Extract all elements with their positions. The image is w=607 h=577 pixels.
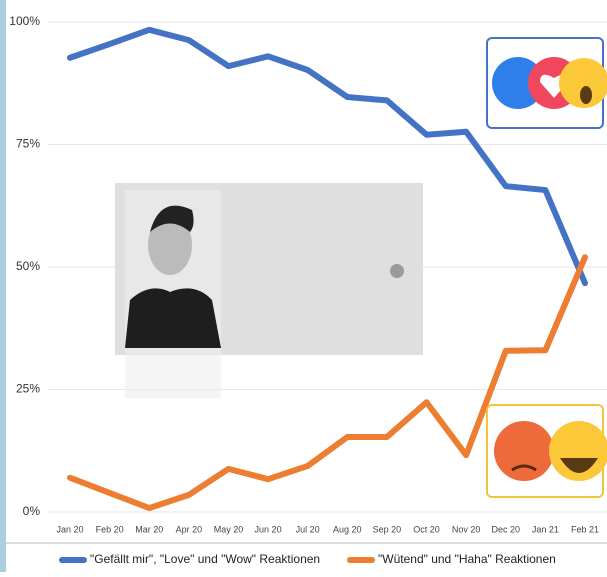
page: 0% 25% 50% 75% 100% Jan 20 Feb 20 Mar 20 Apr 20 M… [0, 0, 607, 577]
legend: "Gefällt mir", "Love" und "Wow" Reaktion… [62, 552, 556, 566]
x-tick-label: Sep 20 [373, 524, 402, 534]
x-tick-label: Jul 20 [296, 524, 320, 534]
legend-label: "Gefällt mir", "Love" und "Wow" Reaktion… [90, 552, 320, 566]
y-tick-label: 75% [16, 137, 40, 151]
x-tick-label: Aug 20 [333, 524, 362, 534]
verified-badge [390, 264, 404, 278]
legend-label: "Wütend" und "Haha" Reaktionen [378, 552, 556, 566]
x-tick-label: Nov 20 [452, 524, 481, 534]
photo-suit [125, 288, 221, 348]
chart: 0% 25% 50% 75% 100% Jan 20 Feb 20 Mar 20 Apr 20 M… [0, 0, 607, 572]
wow-mouth [580, 86, 592, 104]
y-tick-label: 50% [16, 259, 40, 273]
x-tick-label: Apr 20 [176, 524, 203, 534]
x-tick-label: Dec 20 [492, 524, 521, 534]
y-tick-label: 0% [23, 504, 41, 518]
x-tick-label: Oct 20 [413, 524, 440, 534]
y-tick-label: 100% [9, 14, 40, 28]
angry-icon [494, 421, 554, 481]
x-tick-label: Mar 20 [135, 524, 163, 534]
negative-reactions [487, 405, 607, 497]
y-tick-label: 25% [16, 382, 40, 396]
x-tick-label: Jan 20 [56, 524, 83, 534]
x-tick-label: Feb 21 [571, 524, 599, 534]
positive-reactions [487, 38, 607, 128]
x-tick-label: Jun 20 [255, 524, 282, 534]
x-tick-label: Feb 20 [96, 524, 124, 534]
x-tick-label: Jan 21 [532, 524, 559, 534]
photo-reflection [125, 348, 221, 398]
x-tick-label: May 20 [214, 524, 244, 534]
